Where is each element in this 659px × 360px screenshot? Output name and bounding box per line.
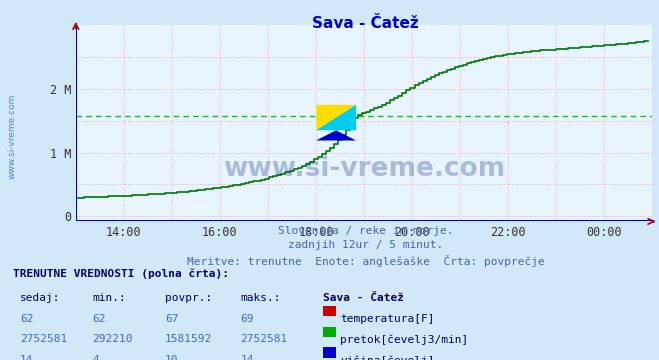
Text: TRENUTNE VREDNOSTI (polna črta):: TRENUTNE VREDNOSTI (polna črta): — [13, 268, 229, 279]
Polygon shape — [316, 105, 356, 130]
Polygon shape — [316, 105, 356, 130]
Text: 2752581: 2752581 — [241, 334, 288, 345]
Text: 14: 14 — [241, 355, 254, 360]
Text: pretok[čevelj3/min]: pretok[čevelj3/min] — [340, 334, 469, 345]
Text: 67: 67 — [165, 314, 178, 324]
Text: 10: 10 — [165, 355, 178, 360]
Text: 4: 4 — [92, 355, 99, 360]
Text: Sava - Čatež: Sava - Čatež — [312, 16, 419, 31]
Text: Meritve: trenutne  Enote: anglešaške  Črta: povprečje: Meritve: trenutne Enote: anglešaške Črta… — [187, 255, 544, 267]
Text: Slovenija / reke in morje.: Slovenija / reke in morje. — [278, 226, 453, 236]
Text: Sava - Čatež: Sava - Čatež — [323, 293, 404, 303]
Polygon shape — [316, 130, 356, 140]
Text: 1581592: 1581592 — [165, 334, 212, 345]
Text: višina[čevelj]: višina[čevelj] — [340, 355, 434, 360]
Text: maks.:: maks.: — [241, 293, 281, 303]
Text: temperatura[F]: temperatura[F] — [340, 314, 434, 324]
Text: www.si-vreme.com: www.si-vreme.com — [223, 156, 505, 181]
Text: 62: 62 — [20, 314, 33, 324]
Text: 292210: 292210 — [92, 334, 132, 345]
Text: 62: 62 — [92, 314, 105, 324]
Text: min.:: min.: — [92, 293, 126, 303]
Text: 14: 14 — [20, 355, 33, 360]
Text: 69: 69 — [241, 314, 254, 324]
Text: 2752581: 2752581 — [20, 334, 67, 345]
Text: www.si-vreme.com: www.si-vreme.com — [8, 94, 17, 180]
Text: povpr.:: povpr.: — [165, 293, 212, 303]
Text: zadnjih 12ur / 5 minut.: zadnjih 12ur / 5 minut. — [288, 240, 444, 251]
Text: sedaj:: sedaj: — [20, 293, 60, 303]
